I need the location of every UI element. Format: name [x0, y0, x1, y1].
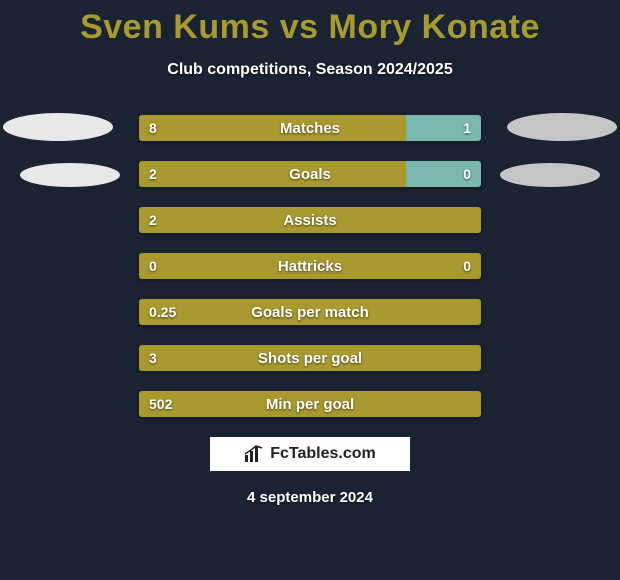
- stat-label: Matches: [139, 115, 481, 141]
- stat-label: Goals per match: [139, 299, 481, 325]
- date-text: 4 september 2024: [0, 489, 620, 506]
- stat-label: Hattricks: [139, 253, 481, 279]
- comparison-chart: 81Matches 20Goals 2Assists 00Hattricks 0.25G…: [0, 115, 620, 417]
- subtitle: Club competitions, Season 2024/2025: [0, 61, 620, 79]
- stat-label: Assists: [139, 207, 481, 233]
- player-a-badge-placeholder: [3, 113, 113, 141]
- player-b-name: Mory Konate: [329, 8, 540, 46]
- stat-row: 0.25Goals per match: [139, 299, 481, 325]
- stat-bars: 81Matches 20Goals 2Assists 00Hattricks 0.25G…: [139, 115, 481, 417]
- brand-text: FcTables.com: [270, 445, 376, 463]
- comparison-title: Sven Kums vs Mory Konate: [0, 0, 620, 47]
- vs-text: vs: [280, 8, 319, 46]
- bar-chart-icon: [244, 445, 264, 463]
- player-a-name: Sven Kums: [80, 8, 270, 46]
- stat-row: 502Min per goal: [139, 391, 481, 417]
- player-b-club-placeholder: [500, 163, 600, 187]
- stat-row: 3Shots per goal: [139, 345, 481, 371]
- stat-row: 2Assists: [139, 207, 481, 233]
- stat-label: Goals: [139, 161, 481, 187]
- stat-label: Shots per goal: [139, 345, 481, 371]
- stat-label: Min per goal: [139, 391, 481, 417]
- stat-row: 00Hattricks: [139, 253, 481, 279]
- brand-box: FcTables.com: [210, 437, 410, 471]
- player-a-club-placeholder: [20, 163, 120, 187]
- stat-row: 20Goals: [139, 161, 481, 187]
- stat-row: 81Matches: [139, 115, 481, 141]
- player-b-badge-placeholder: [507, 113, 617, 141]
